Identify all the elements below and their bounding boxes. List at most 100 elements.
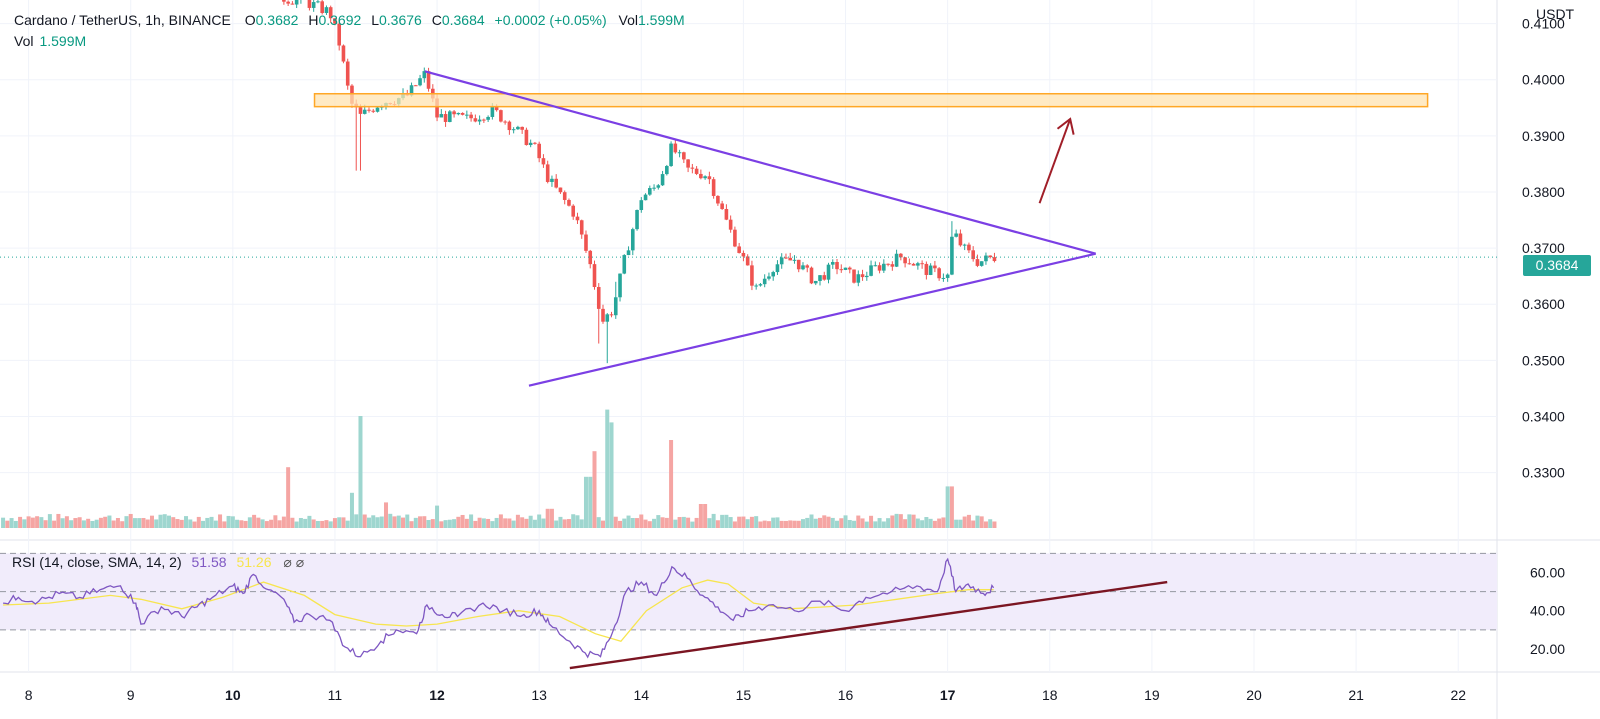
volume-bar	[332, 518, 337, 528]
candle-body	[788, 257, 793, 261]
candle-body	[601, 308, 605, 322]
rsi-axis-tick-label: 60.00	[1530, 565, 1565, 581]
candle-body	[371, 110, 376, 112]
candle-body	[682, 152, 686, 160]
volume-bar	[686, 517, 691, 528]
candle-body	[545, 164, 550, 182]
candle-body	[562, 192, 567, 200]
candle-body	[699, 173, 703, 179]
volume-bar	[673, 519, 678, 528]
candle-body	[669, 143, 673, 167]
time-axis-tick-label: 18	[1042, 687, 1058, 703]
open-label: O	[244, 12, 256, 28]
price-axis-tick-label: 0.4100	[1522, 16, 1565, 32]
time-axis-tick-label: 15	[736, 687, 752, 703]
time-axis-tick-label: 19	[1144, 687, 1160, 703]
candle-body	[869, 265, 873, 276]
volume-bar	[354, 514, 359, 528]
volume-bar	[788, 520, 793, 528]
candle-body	[286, 1, 290, 4]
volume-bar	[554, 520, 559, 528]
volume-bar	[371, 515, 376, 528]
breakout-arrow-shaft	[1038, 118, 1072, 204]
candle-body	[954, 233, 958, 237]
volume-bar	[805, 517, 810, 528]
candle-body	[626, 250, 631, 256]
price-axis-tick-label: 0.3300	[1522, 465, 1565, 481]
candle-body	[324, 7, 329, 13]
high-value: 0.3692	[318, 12, 362, 28]
volume-bar	[328, 521, 333, 528]
volume-bar	[758, 521, 763, 528]
volume-bar	[924, 517, 929, 528]
candle-body	[967, 244, 971, 251]
candle-body	[928, 265, 933, 275]
volume-bar	[983, 521, 988, 528]
open-value: 0.3682	[255, 12, 299, 28]
volume-bar	[579, 519, 584, 528]
time-axis-tick-label: 16	[838, 687, 854, 703]
visibility-icons[interactable]: ⌀ ⌀	[283, 554, 305, 570]
candle-body	[524, 129, 529, 146]
volume-bar	[447, 519, 452, 528]
volume-bar	[469, 514, 474, 528]
volume-bar	[498, 514, 503, 528]
candle-body	[907, 263, 912, 265]
volume-bar	[473, 520, 478, 528]
time-axis-tick-label: 9	[127, 687, 135, 703]
volume-bar	[745, 519, 750, 528]
volume-bar	[141, 517, 146, 528]
candle-body	[439, 114, 444, 118]
candle-body	[643, 194, 648, 201]
candle-body	[984, 255, 988, 262]
volume-bar	[60, 518, 65, 528]
volume-bar	[235, 519, 240, 528]
candle-body	[852, 269, 856, 283]
candle-body	[979, 261, 984, 266]
volume-legend: Vol 1.599M	[14, 31, 86, 51]
volume-bar	[39, 517, 44, 528]
candle-body	[779, 257, 784, 265]
volume-bar	[311, 519, 316, 528]
candle-body	[367, 109, 371, 111]
volume-bar	[847, 519, 852, 528]
volume-bar	[222, 521, 227, 528]
volume-bar	[209, 516, 214, 528]
candle-body	[443, 114, 448, 122]
volume-bar	[396, 515, 401, 528]
candle-body	[877, 265, 882, 271]
volume-bar	[622, 518, 627, 528]
candle-body	[609, 314, 614, 316]
candle-body	[622, 255, 627, 274]
candle-body	[716, 195, 720, 204]
volume-bar	[154, 519, 159, 528]
candle-body	[311, 2, 316, 8]
volume-bar	[881, 521, 886, 528]
volume-bar	[294, 521, 299, 528]
candle-body	[720, 203, 724, 209]
candle-body	[826, 264, 831, 280]
volume-bar	[549, 508, 554, 528]
candle-body	[328, 7, 333, 19]
volume-bar	[822, 515, 827, 528]
candle-body	[452, 111, 456, 115]
volume-bar	[486, 518, 491, 528]
time-axis-tick-label: 11	[328, 687, 343, 703]
rsi-axis-tick-label: 40.00	[1530, 603, 1565, 619]
volume-bar	[349, 492, 354, 528]
volume-bar	[392, 516, 397, 528]
volume-bar	[273, 515, 278, 528]
candle-body	[771, 272, 775, 277]
volume-bar	[690, 521, 695, 528]
volume-bar	[260, 519, 265, 528]
candle-body	[945, 274, 950, 278]
volume-bar	[869, 515, 874, 528]
volume-bar	[771, 517, 776, 528]
volume-bar	[35, 516, 40, 528]
time-axis-tick-label: 8	[25, 687, 33, 703]
volume-bar	[481, 518, 486, 528]
volume-bar	[826, 516, 831, 528]
volume-label: Vol	[14, 33, 34, 49]
candle-body	[762, 278, 767, 285]
